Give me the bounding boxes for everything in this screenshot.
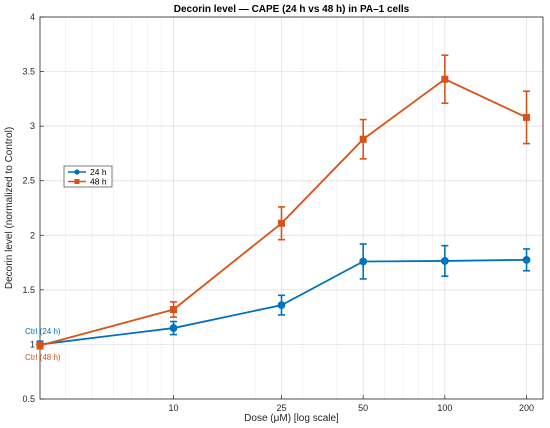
legend: 24 h48 h bbox=[63, 165, 113, 188]
legend-item: 24 h bbox=[68, 167, 107, 177]
data-point bbox=[359, 257, 368, 266]
y-tick-label: 4 bbox=[30, 12, 35, 22]
series-48h bbox=[36, 54, 531, 350]
x-tick-label: 10 bbox=[169, 403, 179, 413]
series-24h bbox=[36, 243, 531, 349]
y-tick-label: 2.5 bbox=[22, 176, 35, 186]
series-layer bbox=[36, 54, 531, 350]
legend-marker bbox=[74, 169, 80, 175]
data-point bbox=[359, 135, 367, 143]
data-point bbox=[278, 219, 286, 227]
y-tick-label: 1.5 bbox=[22, 285, 35, 295]
data-point bbox=[440, 257, 449, 265]
data-point bbox=[169, 324, 178, 332]
y-tick-label: 3 bbox=[30, 121, 35, 131]
plot-area-frame bbox=[39, 16, 544, 400]
data-point bbox=[36, 342, 44, 350]
series-line bbox=[39, 78, 527, 347]
y-tick-label: 1 bbox=[30, 339, 35, 349]
x-tick-label: 25 bbox=[276, 403, 286, 413]
y-tick-label: 3.5 bbox=[22, 67, 35, 77]
x-tick-label: 200 bbox=[519, 403, 534, 413]
control-label-48h: Ctrl (48 h) bbox=[25, 353, 61, 362]
data-point bbox=[522, 255, 531, 264]
legend-label: 48 h bbox=[90, 177, 107, 187]
x-axis-label: Dose (μM) [log scale] bbox=[244, 413, 339, 424]
x-tick-label: 100 bbox=[437, 403, 452, 413]
data-point bbox=[277, 301, 286, 310]
legend-item: 48 h bbox=[68, 177, 107, 187]
y-tick-label: 2 bbox=[30, 230, 35, 240]
x-tick-label: 50 bbox=[358, 403, 368, 413]
y-tick-label: 0.5 bbox=[22, 394, 35, 404]
data-point bbox=[523, 113, 531, 121]
legend-marker bbox=[74, 179, 80, 184]
series-line bbox=[39, 258, 527, 346]
control-label-24h: Ctrl (24 h) bbox=[25, 327, 61, 336]
axis-ticks: 10 25 50 100 200 0.5 1 1.5 2 2.5 3 3.5 4 bbox=[22, 12, 534, 413]
data-point bbox=[170, 306, 178, 314]
legend-label: 24 h bbox=[90, 167, 107, 177]
chart-title: Decorin level — CAPE (24 h vs 48 h) in P… bbox=[174, 4, 410, 15]
grid bbox=[40, 16, 543, 400]
data-point bbox=[441, 75, 449, 83]
y-axis-label: Decorin level (normalized to Control) bbox=[4, 127, 15, 289]
